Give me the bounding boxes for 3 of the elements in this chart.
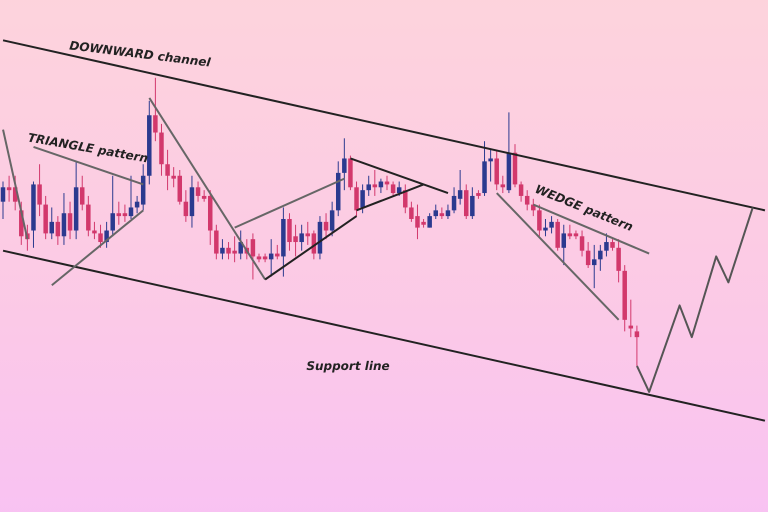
annotation: TRIANGLE pattern bbox=[26, 130, 150, 166]
annotation: Support line bbox=[306, 359, 390, 373]
text: DOWNWARD channel bbox=[68, 38, 212, 70]
